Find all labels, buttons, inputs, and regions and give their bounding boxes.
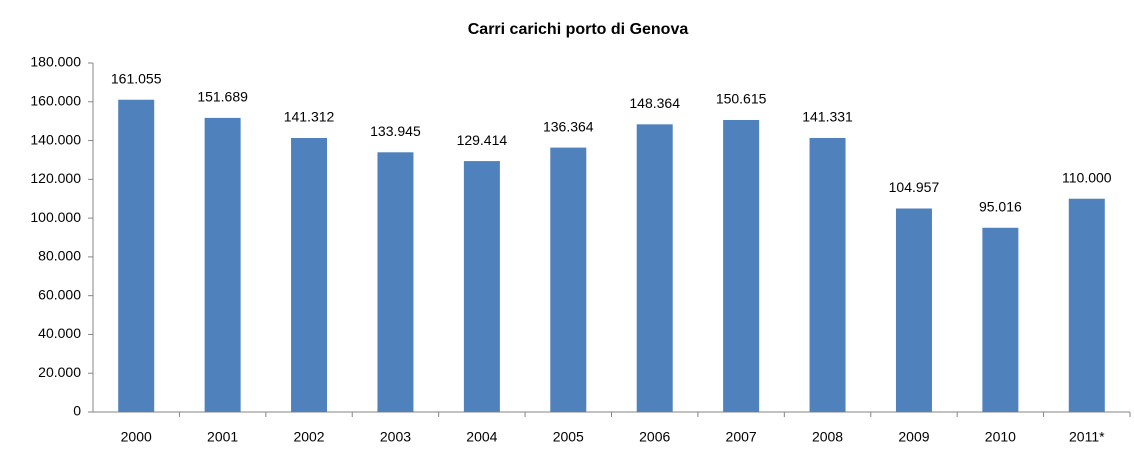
y-tick-label: 20.000 [38,364,81,380]
data-label: 148.364 [629,95,680,111]
x-tick-label: 2007 [726,429,757,445]
y-tick-label: 40.000 [38,325,81,341]
x-tick-label: 2002 [293,429,324,445]
data-label: 161.055 [111,70,162,86]
data-label: 110.000 [1062,169,1112,185]
bar [1068,198,1105,412]
x-tick-label: 2003 [380,429,411,445]
bar [809,137,846,412]
bar [463,161,500,412]
bar [118,99,155,413]
y-tick-label: 180.000 [30,54,81,70]
bar [636,124,673,413]
data-label: 95.016 [979,198,1022,214]
x-tick-label: 2008 [812,429,843,445]
bar [204,117,241,413]
y-tick-label: 140.000 [30,131,81,147]
x-tick-label: 2004 [466,429,497,445]
x-tick-label: 2005 [553,429,584,445]
data-label: 150.615 [716,91,767,107]
data-label: 104.957 [889,179,940,195]
bar [982,227,1019,412]
x-tick-label: 2009 [898,429,929,445]
data-label: 133.945 [370,123,421,139]
x-tick-label: 2001 [207,429,238,445]
y-tick-label: 80.000 [38,248,81,264]
data-label: 141.331 [802,109,853,125]
bar [377,152,414,412]
bar [550,147,587,413]
x-tick-label: 2011* [1069,429,1105,445]
y-tick-label: 0 [73,403,81,419]
data-label: 129.414 [457,132,508,148]
chart-title: Carri carichi porto di Genova [468,21,689,38]
bar [723,119,760,413]
bar [895,208,932,412]
x-tick-label: 2006 [639,429,670,445]
data-label: 141.312 [284,109,335,125]
y-tick-label: 100.000 [30,209,81,225]
y-tick-label: 120.000 [30,170,81,186]
bar [291,138,328,413]
data-label: 151.689 [197,89,248,105]
y-tick-label: 60.000 [38,286,81,302]
x-tick-label: 2010 [985,429,1016,445]
x-tick-label: 2000 [121,429,152,445]
y-tick-label: 160.000 [30,92,81,108]
data-label: 136.364 [543,118,594,134]
